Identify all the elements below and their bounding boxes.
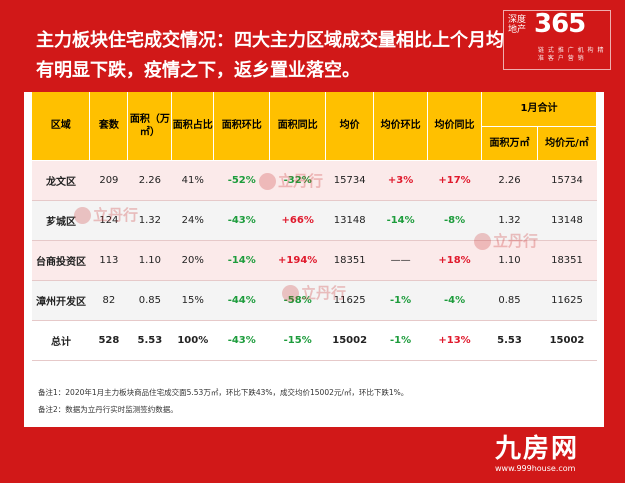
header-units: 套数 [89,92,129,161]
cell-jan-price: 15002 [537,320,597,361]
watermark-seal-icon [74,207,91,224]
cell-area-yoy: -58% [269,280,326,321]
transaction-table: 区域 套数 面积（万㎡） 面积占比 面积环比 面积同比 均价 均价环比 均价同比… [32,92,598,361]
cell-price: 15734 [325,160,374,201]
cell-price-yoy: -8% [427,200,482,241]
cell-area-ratio: 15% [171,280,214,321]
cell-area: 0.85 [127,280,172,321]
table-row: 漳州开发区 82 0.85 15% -44% -58% 11625 -1% -4… [32,280,597,321]
cell-jan-area: 0.85 [481,280,538,321]
watermark-seal-icon [474,233,491,250]
cell-area: 1.32 [127,200,172,241]
header-price: 均价 [325,92,375,161]
cell-jan-area: 2.26 [481,160,538,201]
cell-area-mom: -43% [213,200,270,241]
table-total-row: 总计 528 5.53 100% -43% -15% 15002 -1% +13… [32,320,597,361]
brand-logo: 深度地产 365 链 式 推 广 机 构 精 准 客 户 营 销 [503,9,611,70]
cell-price: 15002 [325,320,374,361]
cell-units: 82 [89,280,128,321]
cell-price: 13148 [325,200,374,241]
cell-region: 龙文区 [32,160,90,201]
cell-region: 总计 [32,320,90,361]
header-price-mom: 均价环比 [373,92,429,161]
cell-area-mom: -44% [213,280,270,321]
cell-price-yoy: +18% [427,240,482,281]
header-area-mom: 面积环比 [213,92,271,161]
cell-price: 11625 [325,280,374,321]
cell-price-yoy: -4% [427,280,482,321]
cell-area: 1.10 [127,240,172,281]
table-row: 芗城区 124 1.32 24% -43% +66% 13148 -14% -8… [32,200,597,241]
note-1: 备注1：2020年1月主力板块商品住宅成交面5.53万㎡，环比下跌43%，成交均… [38,388,409,397]
watermark: 立丹行 [74,204,138,225]
cell-jan-price: 18351 [537,240,597,281]
cell-price-mom: -1% [373,320,428,361]
logo-brand-text: 深度地产 [508,15,527,35]
cell-region: 漳州开发区 [32,280,90,321]
cell-area-yoy: -32% [269,160,326,201]
logo-subtitle: 链 式 推 广 机 构 精 准 客 户 营 销 [538,47,605,62]
header-area: 面积（万㎡） [127,92,173,161]
cell-jan-area: 1.10 [481,240,538,281]
cell-jan-area: 1.32 [481,200,538,241]
cell-jan-price: 11625 [537,280,597,321]
cell-area: 2.26 [127,160,172,201]
cell-price-yoy: +13% [427,320,482,361]
cell-price-mom: —— [373,240,428,281]
logo-number: 365 [534,9,586,39]
watermark-text: 立丹行 [278,172,324,190]
watermark-text: 立丹行 [93,206,139,224]
cell-area-mom: -52% [213,160,270,201]
cell-region: 芗城区 [32,200,90,241]
table-row: 台商投资区 113 1.10 20% -14% +194% 18351 —— +… [32,240,597,281]
watermark: 立丹行 [282,282,346,303]
header-jan-price: 均价元/㎡ [537,126,598,161]
watermark-text: 立丹行 [301,284,347,302]
header-area-ratio: 面积占比 [171,92,215,161]
watermark-seal-icon [259,173,276,190]
cell-price-mom: -1% [373,280,428,321]
header-region: 区域 [32,92,91,161]
watermark-seal-icon [282,285,299,302]
table-panel: 区域 套数 面积（万㎡） 面积占比 面积环比 面积同比 均价 均价环比 均价同比… [24,92,604,427]
cell-units: 528 [89,320,128,361]
cell-area-mom: -14% [213,240,270,281]
cell-units: 124 [89,200,128,241]
watermark-text: 立丹行 [493,232,539,250]
watermark: 立丹行 [474,230,538,251]
cell-units: 209 [89,160,128,201]
cell-region: 台商投资区 [32,240,90,281]
watermark: 立丹行 [259,170,323,191]
header-price-yoy: 均价同比 [427,92,483,161]
cell-price-yoy: +17% [427,160,482,201]
cell-area-ratio: 20% [171,240,214,281]
note-2: 备注2：数据为立丹行实时监测签约数据。 [38,405,178,414]
cell-units: 113 [89,240,128,281]
cell-price-mom: +3% [373,160,428,201]
footer-logo: 九房网 www.999house.com [495,434,613,480]
table-row: 龙文区 209 2.26 41% -52% -32% 15734 +3% +17… [32,160,597,201]
cell-price: 18351 [325,240,374,281]
cell-price-mom: -14% [373,200,428,241]
header-area-yoy: 面积同比 [269,92,327,161]
cell-area-ratio: 24% [171,200,214,241]
cell-area-yoy: -15% [269,320,326,361]
footer-brand: 九房网 [495,434,580,464]
cell-jan-price: 13148 [537,200,597,241]
cell-jan-price: 15734 [537,160,597,201]
footer-url: www.999house.com [495,464,576,473]
header-jan-area: 面积万㎡ [481,126,538,161]
header-jan-total: 1月合计 [481,92,597,127]
cell-area-ratio: 41% [171,160,214,201]
cell-area-yoy: +194% [269,240,326,281]
cell-area-ratio: 100% [171,320,214,361]
page-title: 主力板块住宅成交情况：四大主力区域成交量相比上个月均有明显下跌，疫情之下，返乡置… [36,30,504,81]
cell-area: 5.53 [127,320,172,361]
cell-area-yoy: +66% [269,200,326,241]
cell-jan-area: 5.53 [481,320,538,361]
cell-area-mom: -43% [213,320,270,361]
notes: 备注1：2020年1月主力板块商品住宅成交面5.53万㎡，环比下跌43%，成交均… [38,384,408,418]
